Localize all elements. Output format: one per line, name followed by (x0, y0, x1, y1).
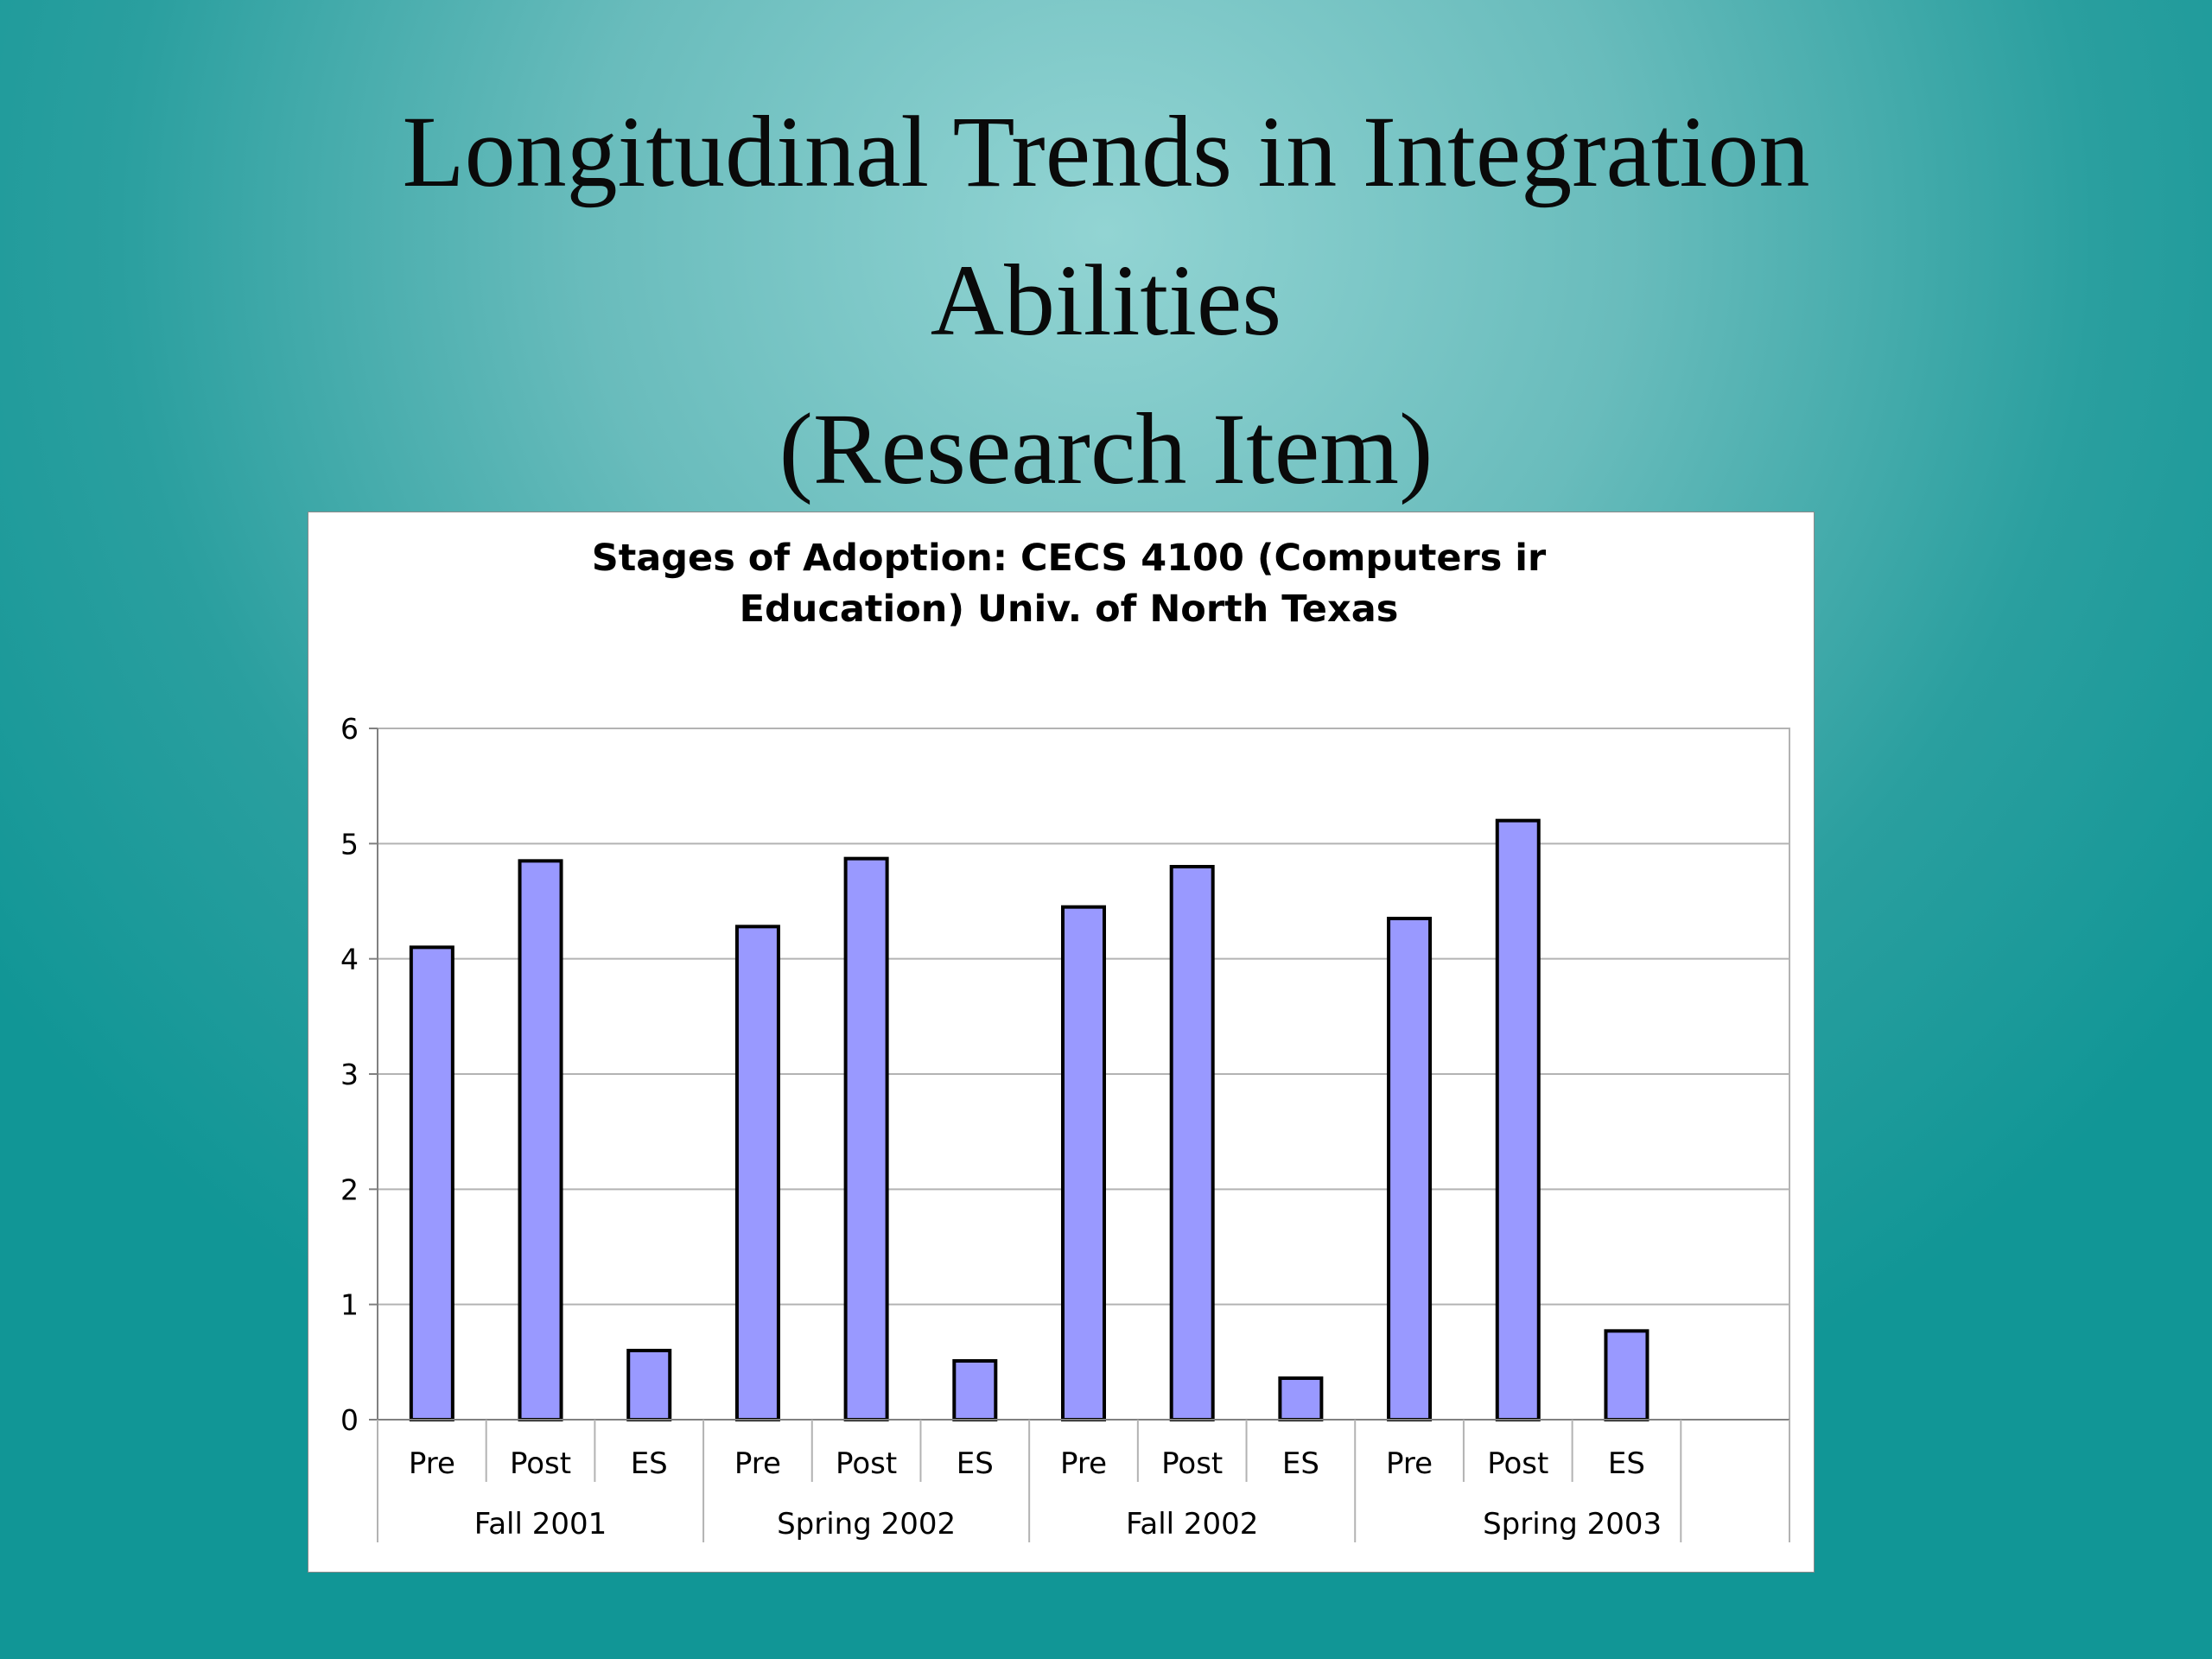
x-group-label: Fall 2002 (1126, 1507, 1259, 1541)
x-subcategory-label: Pre (1386, 1446, 1433, 1481)
x-subcategory-label: ES (1282, 1446, 1319, 1481)
bar-spring-2002-es (952, 1359, 998, 1421)
chart-title-line-2: Education) Univ. of North Texas (740, 588, 1399, 631)
x-group-label: Fall 2001 (474, 1507, 607, 1541)
slide-title-line-3: (Research Item) (779, 392, 1433, 505)
x-subcategory-label: Pre (1060, 1446, 1107, 1481)
bar-fall-2002-es (1278, 1376, 1324, 1421)
y-tick-label: 5 (340, 827, 359, 861)
x-group-label: Spring 2003 (1483, 1507, 1662, 1541)
x-subcategory-label: Post (510, 1446, 571, 1481)
bar-fall-2001-post (518, 859, 563, 1422)
x-subcategory-label: Post (1487, 1446, 1548, 1481)
bar-spring-2003-pre (1387, 917, 1433, 1421)
bar-chart: Stages of Adoption: CECS 4100 (Computers… (340, 537, 1790, 1542)
y-tick-label: 6 (340, 712, 359, 746)
x-group-label: Spring 2002 (777, 1507, 956, 1541)
slide-title-line-2: Abilities (930, 244, 1282, 357)
y-tick-label: 2 (340, 1173, 359, 1206)
bar-fall-2002-post (1169, 865, 1215, 1421)
y-tick-label: 3 (340, 1058, 359, 1091)
bar-fall-2001-es (626, 1349, 672, 1421)
y-tick-label: 4 (340, 943, 359, 976)
x-subcategory-label: Pre (409, 1446, 455, 1481)
x-subcategory-label: Post (1161, 1446, 1223, 1481)
bar-spring-2003-post (1495, 818, 1541, 1421)
chart-title-line-1: Stages of Adoption: CECS 4100 (Computers… (592, 537, 1547, 580)
slide-title-line-1: Longitudinal Trends in Integration (402, 95, 1810, 208)
bar-spring-2002-pre (734, 925, 780, 1422)
chart-panel: Stages of Adoption: CECS 4100 (Computers… (308, 512, 1815, 1573)
bar-fall-2002-pre (1061, 905, 1106, 1421)
x-subcategory-label: ES (631, 1446, 668, 1481)
x-subcategory-label: ES (957, 1446, 994, 1481)
bar-spring-2003-es (1604, 1329, 1649, 1421)
bar-fall-2001-pre (409, 945, 454, 1422)
y-tick-label: 1 (340, 1288, 359, 1322)
x-subcategory-label: Pre (734, 1446, 781, 1481)
y-tick-label: 0 (340, 1403, 359, 1437)
slide-title: Longitudinal Trends in Integration Abili… (0, 78, 2212, 524)
bar-spring-2002-post (843, 856, 889, 1421)
x-subcategory-label: Post (836, 1446, 897, 1481)
x-subcategory-label: ES (1608, 1446, 1645, 1481)
